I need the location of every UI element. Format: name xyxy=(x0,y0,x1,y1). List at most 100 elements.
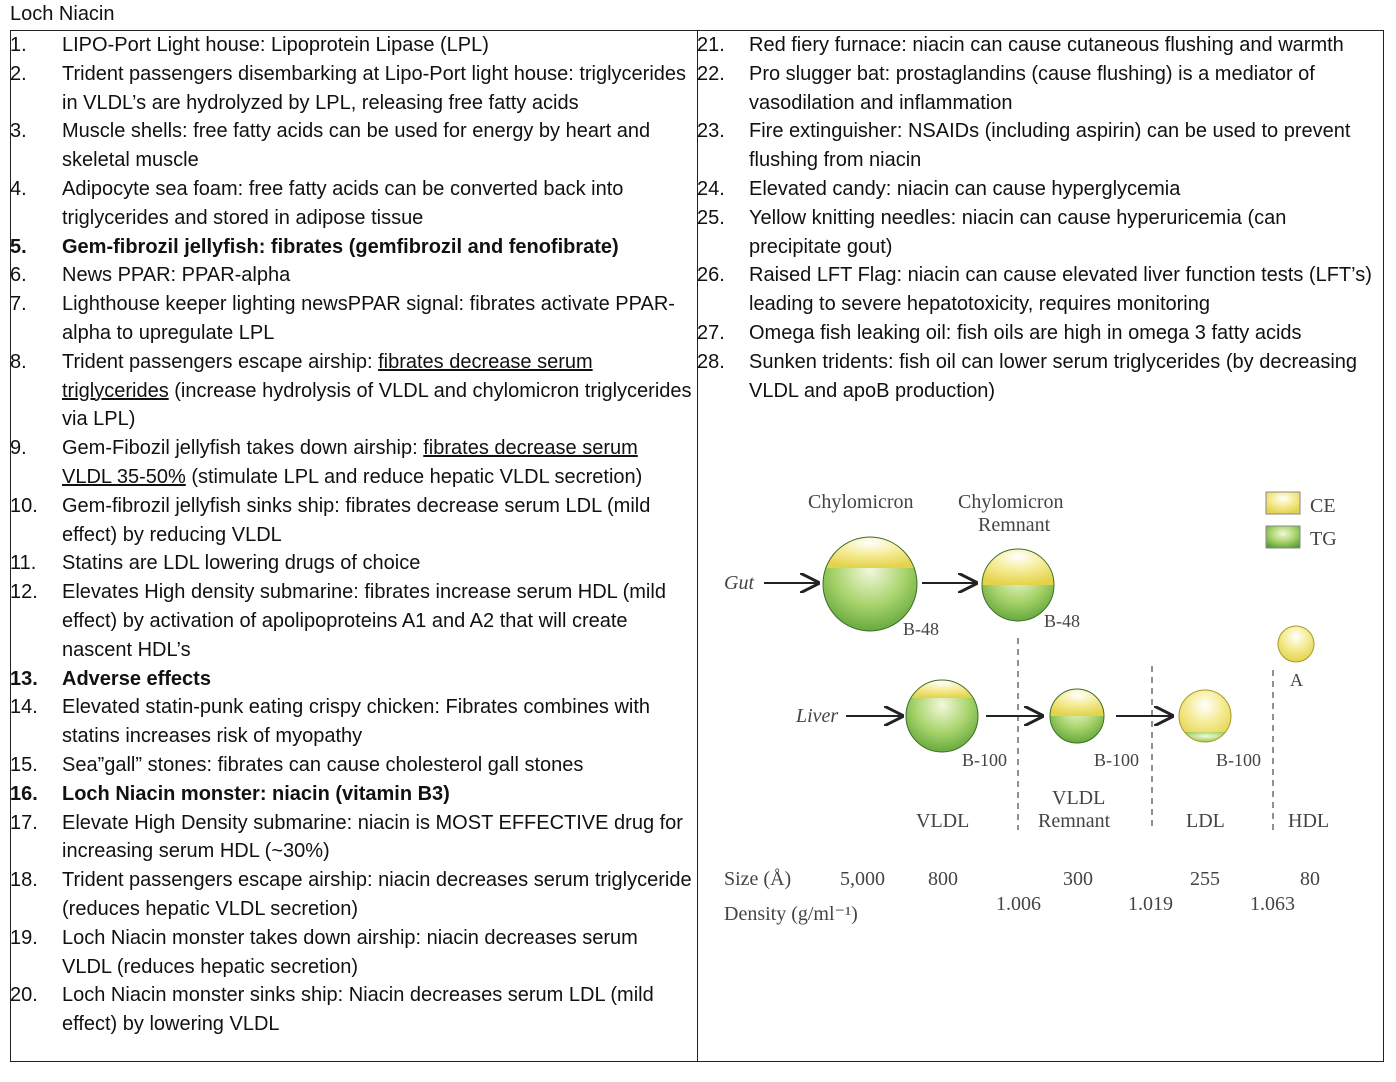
list-item-text: Statins are LDL lowering drugs of choice xyxy=(62,549,692,578)
text-segment: Omega fish leaking oil: fish oils are hi… xyxy=(749,321,1302,344)
list-item-text: Fire extinguisher: NSAIDs (including asp… xyxy=(749,117,1381,175)
document-title: Loch Niacin xyxy=(10,3,115,25)
list-item-number: 18. xyxy=(10,869,38,892)
list-item-text: Sunken tridents: fish oil can lower seru… xyxy=(749,348,1381,406)
list-item-text: Elevated candy: niacin can cause hypergl… xyxy=(749,175,1381,204)
list-item-number: 8. xyxy=(10,350,27,373)
label-b48-chylomicron: B-48 xyxy=(903,619,939,639)
list-item-text: Pro slugger bat: prostaglandins (cause f… xyxy=(749,60,1381,118)
text-segment: Adverse effects xyxy=(62,667,211,690)
label-apo-a: A xyxy=(1290,670,1303,690)
list-item: 5. Gem-fibrozil jellyfish: fibrates (gemf… xyxy=(10,233,692,262)
density-value-3: 1.063 xyxy=(1250,893,1295,915)
text-segment: Lighthouse keeper lighting newsPPAR sign… xyxy=(62,293,675,344)
legend-ce-swatch xyxy=(1265,491,1301,515)
list-item-number: 20. xyxy=(10,984,38,1007)
list-item: 26. Raised LFT Flag: niacin can cause ele… xyxy=(697,261,1381,319)
list-item-text: Gem-Fibozil jellyfish takes down airship… xyxy=(62,434,692,492)
list-item-number: 11. xyxy=(10,552,37,575)
text-segment: Elevate High Density submarine: niacin i… xyxy=(62,811,683,863)
list-item-text: Gem-fibrozil jellyfish: fibrates (gemfib… xyxy=(62,233,692,262)
list-item: 16. Loch Niacin monster: niacin (vitamin … xyxy=(10,780,692,809)
list-item-number: 17. xyxy=(10,811,38,834)
list-item-text: Raised LFT Flag: niacin can cause elevat… xyxy=(749,261,1381,319)
size-value-vldl: 800 xyxy=(928,868,958,890)
text-segment: Trident passengers escape airship: niaci… xyxy=(62,869,692,920)
legend-ce-label: CE xyxy=(1310,495,1336,517)
list-item-text: Sea”gall” stones: fibrates can cause cho… xyxy=(62,751,692,780)
label-b48-remnant: B-48 xyxy=(1044,611,1080,631)
list-item-text: Trident passengers escape airship: fibra… xyxy=(62,348,692,434)
text-segment: Sunken tridents: fish oil can lower seru… xyxy=(749,350,1358,402)
text-segment: Yellow knitting needles: niacin can caus… xyxy=(749,206,1287,258)
list-item-text: Elevated statin-punk eating crispy chick… xyxy=(62,693,692,751)
label-chylomicron: Chylomicron xyxy=(808,491,914,513)
left-column: 1. LIPO-Port Light house: Lipoprotein Lip… xyxy=(10,31,692,1039)
list-item: 28. Sunken tridents: fish oil can lower s… xyxy=(697,348,1381,406)
text-segment: Raised LFT Flag: niacin can cause elevat… xyxy=(749,264,1372,316)
label-hdl: HDL xyxy=(1288,810,1329,832)
list-item: 24. Elevated candy: niacin can cause hype… xyxy=(697,175,1381,204)
list-item-number: 13. xyxy=(10,667,38,690)
underlined-text: fibrates decrease serum VLDL 35-50% xyxy=(62,437,638,488)
list-item-text: Loch Niacin monster: niacin (vitamin B3) xyxy=(62,780,692,809)
text-segment: Gem-fibrozil jellyfish sinks ship: fibra… xyxy=(62,494,651,546)
list-item-text: LIPO-Port Light house: Lipoprotein Lipas… xyxy=(62,31,692,60)
list-item-text: Elevate High Density submarine: niacin i… xyxy=(62,809,692,867)
list-item-text: Elevates High density submarine: fibrate… xyxy=(62,578,692,664)
list-item: 12. Elevates High density submarine: fibr… xyxy=(10,578,692,664)
chylomicron-particle xyxy=(822,536,918,632)
density-value-1: 1.006 xyxy=(996,893,1041,915)
text-segment: Trident passengers disembarking at Lipo-… xyxy=(62,62,687,114)
list-item-number: 26. xyxy=(697,264,725,287)
list-item: 4. Adipocyte sea foam: free fatty acids c… xyxy=(10,175,692,233)
list-item-number: 5. xyxy=(10,235,27,258)
text-segment: Statins are LDL lowering drugs of choice xyxy=(62,552,421,575)
label-chylomicron-remnant-1: Chylomicron xyxy=(958,491,1064,513)
text-segment: LIPO-Port Light house: Lipoprotein Lipas… xyxy=(62,34,489,56)
list-item-number: 21. xyxy=(697,34,725,56)
list-item: 22. Pro slugger bat: prostaglandins (caus… xyxy=(697,60,1381,118)
list-item-number: 12. xyxy=(10,581,38,604)
list-item-text: Muscle shells: free fatty acids can be u… xyxy=(62,117,692,175)
size-value-vldl-remnant: 300 xyxy=(1063,868,1093,890)
list-item-text: News PPAR: PPAR-alpha xyxy=(62,261,692,290)
text-segment: Adipocyte sea foam: free fatty acids can… xyxy=(62,177,624,229)
text-segment: Pro slugger bat: prostaglandins (cause f… xyxy=(749,62,1315,114)
text-segment: Fire extinguisher: NSAIDs (including asp… xyxy=(749,120,1351,172)
list-item: 13. Adverse effects xyxy=(10,665,692,694)
list-item-number: 3. xyxy=(10,120,27,143)
size-row-label: Size (Å) xyxy=(724,868,791,890)
list-item-number: 4. xyxy=(10,177,27,200)
list-item: 7. Lighthouse keeper lighting newsPPAR si… xyxy=(10,290,692,348)
list-item-number: 16. xyxy=(10,782,38,805)
list-item-number: 9. xyxy=(10,437,27,460)
list-item: 10. Gem-fibrozil jellyfish sinks ship: fi… xyxy=(10,492,692,550)
label-b100-ldl: B-100 xyxy=(1216,750,1261,770)
text-segment: Elevated candy: niacin can cause hypergl… xyxy=(749,177,1181,200)
text-segment: Elevates High density submarine: fibrate… xyxy=(62,581,666,661)
text-segment: Sea”gall” stones: fibrates can cause cho… xyxy=(62,753,584,776)
size-value-ldl: 255 xyxy=(1190,868,1220,890)
text-segment: Loch Niacin monster sinks ship: Niacin d… xyxy=(62,984,654,1036)
list-item-text: Gem-fibrozil jellyfish sinks ship: fibra… xyxy=(62,492,692,550)
underlined-text: fibrates decrease serum triglycerides xyxy=(62,350,593,402)
size-value-chylomicron: 5,000 xyxy=(840,868,885,890)
list-item-text: Loch Niacin monster sinks ship: Niacin d… xyxy=(62,981,692,1039)
list-item-number: 19. xyxy=(10,926,38,949)
list-item: 23. Fire extinguisher: NSAIDs (including … xyxy=(697,117,1381,175)
text-segment: Trident passengers escape airship: xyxy=(62,350,379,373)
vldl-remnant-particle xyxy=(1049,688,1105,744)
list-item-text: Omega fish leaking oil: fish oils are hi… xyxy=(749,319,1381,348)
label-vldl-remnant-1: VLDL xyxy=(1052,787,1105,809)
size-value-hdl: 80 xyxy=(1300,868,1320,890)
list-item-number: 24. xyxy=(697,177,725,200)
list-item: 9. Gem-Fibozil jellyfish takes down airsh… xyxy=(10,434,692,492)
list-item-text: Trident passengers escape airship: niaci… xyxy=(62,866,692,924)
label-liver: Liver xyxy=(795,705,838,727)
density-row-label: Density (g/ml⁻¹) xyxy=(724,903,858,925)
text-segment: Muscle shells: free fatty acids can be u… xyxy=(62,120,651,172)
text-segment: (increase hydrolysis of VLDL and chylomi… xyxy=(62,379,692,431)
list-item-number: 25. xyxy=(697,206,725,229)
list-item: 11. Statins are LDL lowering drugs of cho… xyxy=(10,549,692,578)
